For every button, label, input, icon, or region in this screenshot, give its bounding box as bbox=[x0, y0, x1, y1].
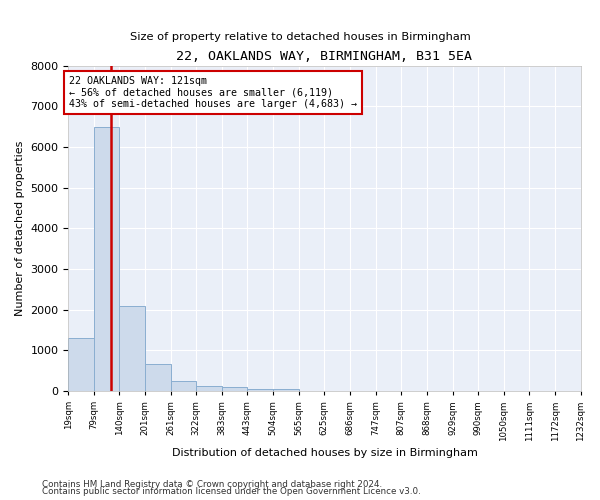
Bar bbox=[68, 338, 94, 391]
Text: Contains public sector information licensed under the Open Government Licence v3: Contains public sector information licen… bbox=[42, 487, 421, 496]
Bar bbox=[119, 306, 145, 391]
Text: 22 OAKLANDS WAY: 121sqm
← 56% of detached houses are smaller (6,119)
43% of semi: 22 OAKLANDS WAY: 121sqm ← 56% of detache… bbox=[69, 76, 357, 109]
Bar bbox=[94, 127, 119, 391]
Bar bbox=[145, 364, 170, 391]
Title: 22, OAKLANDS WAY, BIRMINGHAM, B31 5EA: 22, OAKLANDS WAY, BIRMINGHAM, B31 5EA bbox=[176, 50, 472, 63]
Bar bbox=[222, 388, 247, 391]
Text: Contains HM Land Registry data © Crown copyright and database right 2024.: Contains HM Land Registry data © Crown c… bbox=[42, 480, 382, 489]
Bar bbox=[247, 389, 273, 391]
X-axis label: Distribution of detached houses by size in Birmingham: Distribution of detached houses by size … bbox=[172, 448, 478, 458]
Bar bbox=[170, 380, 196, 391]
Text: Size of property relative to detached houses in Birmingham: Size of property relative to detached ho… bbox=[130, 32, 470, 42]
Bar bbox=[196, 386, 222, 391]
Bar bbox=[273, 389, 299, 391]
Y-axis label: Number of detached properties: Number of detached properties bbox=[15, 140, 25, 316]
